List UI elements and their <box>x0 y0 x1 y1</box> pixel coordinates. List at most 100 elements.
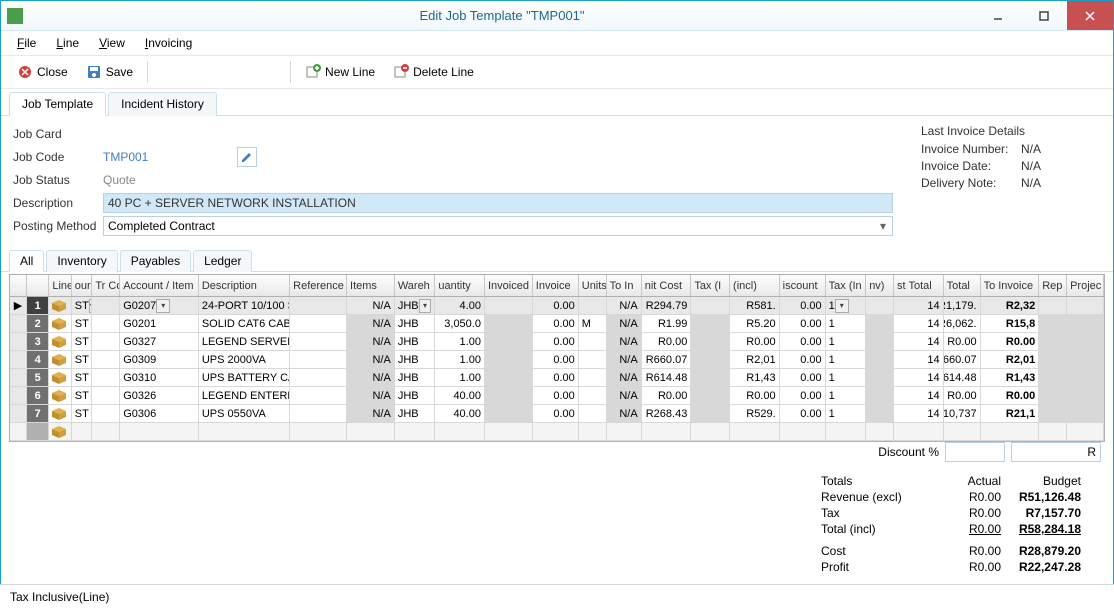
tax-label: Tax <box>821 506 921 520</box>
close-button[interactable] <box>1067 1 1113 30</box>
invoice-date-value: N/A <box>1021 159 1041 173</box>
description-input[interactable] <box>103 193 893 213</box>
separator <box>147 61 148 83</box>
menu-line[interactable]: Line <box>48 34 87 52</box>
actual-head: Actual <box>921 474 1001 488</box>
new-line-icon <box>305 64 321 80</box>
budget-head: Budget <box>1001 474 1081 488</box>
maximize-button[interactable] <box>1021 1 1067 30</box>
tax-budget: R7,157.70 <box>1001 506 1081 520</box>
revenue-actual: R0.00 <box>921 490 1001 504</box>
col-header[interactable]: Invoiced <box>485 275 533 296</box>
separator <box>290 61 291 83</box>
col-header[interactable]: ourc <box>72 275 93 296</box>
col-header[interactable]: Units <box>579 275 607 296</box>
col-header[interactable]: Reference <box>290 275 347 296</box>
form-area: Job Card Job CodeTMP001 Job StatusQuote … <box>1 116 1113 247</box>
cost-actual: R0.00 <box>921 544 1001 558</box>
invoice-number-value: N/A <box>1021 142 1041 156</box>
discount-amount-input[interactable] <box>1011 442 1101 462</box>
close-button[interactable]: Close <box>9 61 76 83</box>
save-button[interactable]: Save <box>78 61 141 83</box>
tab-incident-history[interactable]: Incident History <box>108 92 217 116</box>
table-row[interactable]: 7STG0306UPS 0550VAN/AJHB40.000.00N/AR268… <box>10 405 1104 423</box>
invoice-number-label: Invoice Number: <box>921 142 1021 156</box>
job-code-edit-button[interactable] <box>237 147 257 167</box>
profit-label: Profit <box>821 560 921 574</box>
table-row-empty[interactable] <box>10 423 1104 441</box>
tab-job-template[interactable]: Job Template <box>9 92 106 116</box>
col-header[interactable]: st Total <box>894 275 944 296</box>
job-card-label: Job Card <box>13 127 103 141</box>
revenue-budget: R51,126.48 <box>1001 490 1081 504</box>
job-code-label: Job Code <box>13 150 103 164</box>
profit-actual: R0.00 <box>921 560 1001 574</box>
close-icon <box>17 64 33 80</box>
status-text: Tax Inclusive(Line) <box>10 590 109 604</box>
delivery-note-value: N/A <box>1021 176 1041 190</box>
grid-tab-all[interactable]: All <box>9 250 44 272</box>
grid-tab-ledger[interactable]: Ledger <box>193 250 252 272</box>
grid-tab-inventory[interactable]: Inventory <box>46 250 117 272</box>
invoice-details-head: Last Invoice Details <box>921 124 1101 138</box>
discount-label: Discount % <box>878 445 939 459</box>
chevron-down-icon: ▾ <box>875 218 891 234</box>
cost-label: Cost <box>821 544 921 558</box>
menu-invoicing[interactable]: Invoicing <box>137 34 200 52</box>
col-header[interactable]: Invoice <box>533 275 579 296</box>
table-row[interactable]: 5STG0310UPS BATTERY CA:N/AJHB1.000.00N/A… <box>10 369 1104 387</box>
col-header[interactable]: nit Cost <box>642 275 692 296</box>
status-bar: Tax Inclusive(Line) <box>0 584 1114 608</box>
delete-line-button[interactable]: Delete Line <box>385 61 482 83</box>
table-row[interactable]: 4STG0309UPS 2000VAN/AJHB1.000.00N/AR660.… <box>10 351 1104 369</box>
col-header[interactable]: Tr Co <box>92 275 120 296</box>
total-actual: R0.00 <box>921 522 1001 536</box>
revenue-label: Revenue (excl) <box>821 490 921 504</box>
col-header[interactable]: uantity <box>435 275 485 296</box>
col-header[interactable]: Items <box>347 275 395 296</box>
job-status-label: Job Status <box>13 173 103 187</box>
col-header[interactable]: Description <box>199 275 290 296</box>
discount-percent-input[interactable] <box>945 442 1005 462</box>
delivery-note-label: Delivery Note: <box>921 176 1021 190</box>
col-header[interactable]: Projec <box>1067 275 1104 296</box>
job-code-value: TMP001 <box>103 150 233 164</box>
total-budget: R58,284.18 <box>1001 522 1081 536</box>
grid-header: LineourcTr CoAccount / ItemDescriptionRe… <box>10 275 1104 297</box>
col-header[interactable]: iscount <box>780 275 826 296</box>
table-row[interactable]: 3STG0327LEGEND SERVERN/AJHB1.000.00N/AR0… <box>10 333 1104 351</box>
table-row[interactable]: ▶1ST▾G0207 ▾24-PORT 10/100 SN/AJHB▾4.000… <box>10 297 1104 315</box>
col-header[interactable]: nv) <box>866 275 894 296</box>
tax-actual: R0.00 <box>921 506 1001 520</box>
save-icon <box>86 64 102 80</box>
col-header[interactable]: To Invoice <box>981 275 1040 296</box>
col-header[interactable]: To In <box>607 275 642 296</box>
col-header[interactable]: Tax (In <box>826 275 867 296</box>
col-header[interactable]: Total <box>944 275 981 296</box>
col-header[interactable]: Line <box>49 275 71 296</box>
cost-budget: R28,879.20 <box>1001 544 1081 558</box>
table-row[interactable]: 6STG0326LEGEND ENTERPRN/AJHB40.000.00N/A… <box>10 387 1104 405</box>
new-line-button[interactable]: New Line <box>297 61 383 83</box>
col-header[interactable]: (incl) <box>730 275 780 296</box>
col-header[interactable]: Wareh <box>395 275 436 296</box>
job-status-value: Quote <box>103 173 136 187</box>
table-row[interactable]: 2STG0201SOLID CAT6 CABLN/AJHB3,050.00.00… <box>10 315 1104 333</box>
col-header[interactable]: Rep <box>1039 275 1067 296</box>
menu-file[interactable]: File <box>9 34 44 52</box>
minimize-button[interactable] <box>975 1 1021 30</box>
toolbar: Close Save New Line Delete Line <box>1 55 1113 89</box>
line-items-grid[interactable]: LineourcTr CoAccount / ItemDescriptionRe… <box>9 274 1105 442</box>
new-line-label: New Line <box>325 65 375 79</box>
delete-line-label: Delete Line <box>413 65 474 79</box>
totals-head: Totals <box>821 474 921 488</box>
close-label: Close <box>37 65 68 79</box>
menu-view[interactable]: View <box>91 34 133 52</box>
col-header[interactable] <box>27 275 49 296</box>
grid-tabs: All Inventory Payables Ledger <box>1 247 1113 272</box>
col-header[interactable]: Tax (I <box>691 275 730 296</box>
col-header[interactable]: Account / Item <box>120 275 199 296</box>
posting-method-select[interactable] <box>103 216 893 236</box>
grid-tab-payables[interactable]: Payables <box>120 250 191 272</box>
totals-area: TotalsActualBudget Revenue (excl)R0.00R5… <box>1 468 1113 582</box>
